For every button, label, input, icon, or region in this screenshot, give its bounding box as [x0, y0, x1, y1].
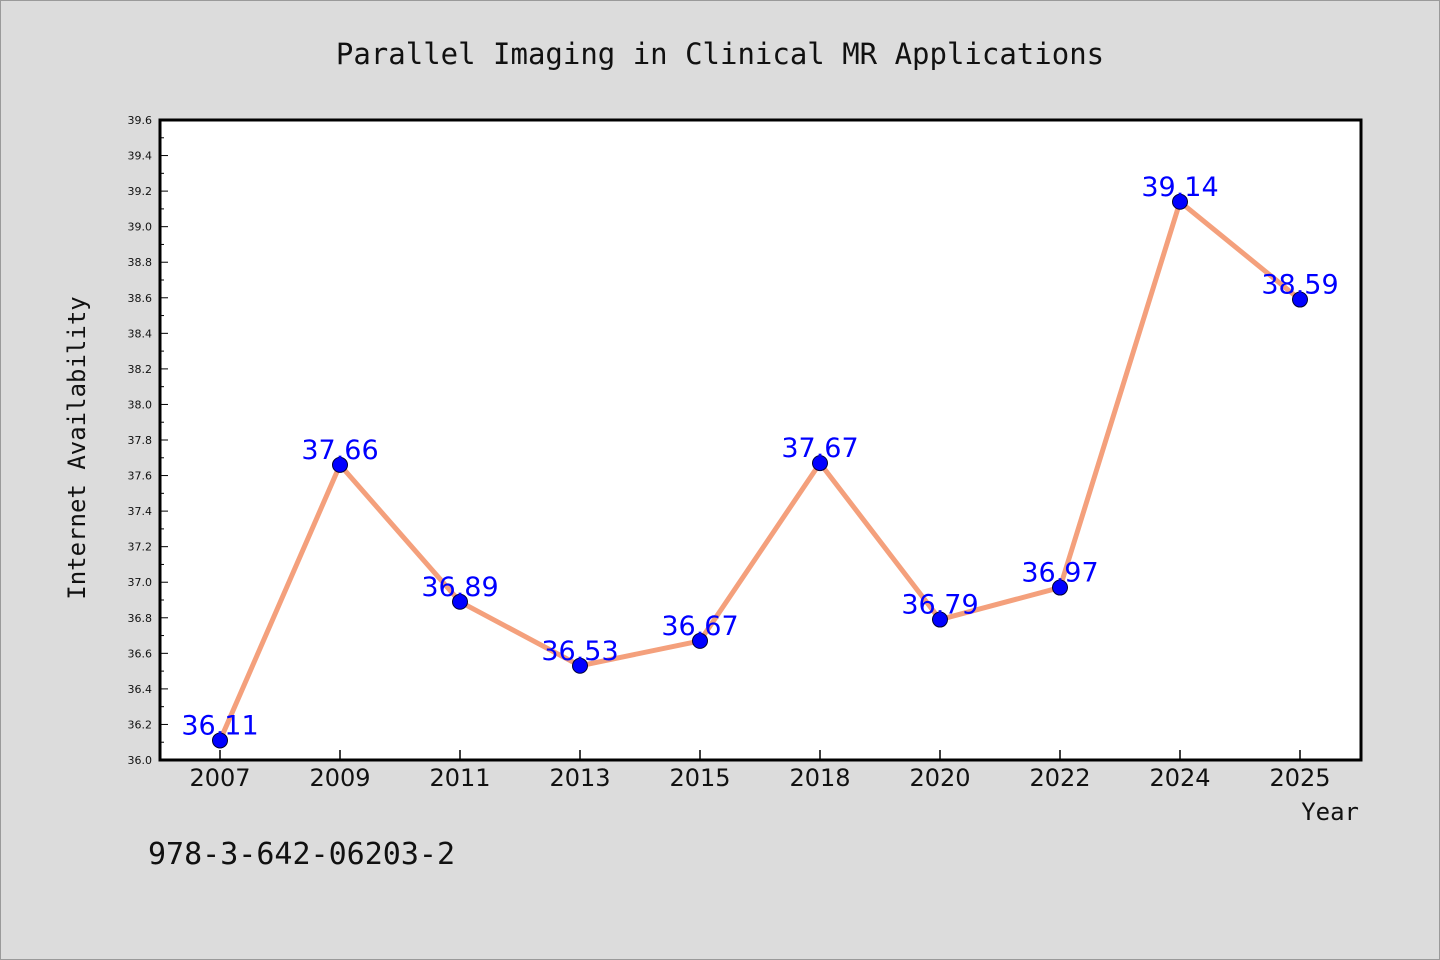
y-tick-label: 39.6 [128, 114, 153, 127]
data-label: 36.79 [901, 590, 978, 621]
x-tick-label: 2009 [309, 764, 370, 792]
y-tick-label: 38.6 [128, 292, 153, 305]
y-tick-label: 38.2 [128, 363, 153, 376]
y-tick-label: 36.6 [128, 647, 153, 660]
data-label: 37.66 [301, 435, 378, 466]
data-label: 36.53 [541, 636, 618, 667]
data-point [212, 732, 228, 749]
x-tick-label: 2020 [909, 764, 970, 792]
footer-code: 978-3-642-06203-2 [148, 837, 455, 872]
data-point [812, 455, 828, 472]
data-label: 36.97 [1021, 558, 1098, 589]
y-tick-label: 36.4 [128, 683, 153, 696]
data-labels: 36.11 37.66 36.89 36.53 36.67 37.67 36.79 36.97… [181, 172, 1338, 742]
x-tick-label: 2022 [1029, 764, 1090, 792]
data-label: 36.11 [181, 710, 258, 741]
y-tick-label: 36.8 [128, 612, 153, 625]
y-tick-label: 37.6 [128, 470, 153, 483]
y-tick-label: 37.8 [128, 434, 153, 447]
x-tick-label: 2007 [189, 764, 250, 792]
y-tick-label: 39.0 [128, 221, 153, 234]
data-label: 36.89 [421, 572, 498, 603]
data-point [452, 593, 468, 610]
x-tick-label: 2011 [429, 764, 490, 792]
x-tick-label: 2025 [1269, 764, 1330, 792]
y-tick-label: 38.8 [128, 256, 153, 269]
data-point [1292, 291, 1308, 308]
y-tick-label: 38.4 [128, 327, 153, 340]
data-label: 39.14 [1141, 172, 1218, 203]
plot-border [158, 118, 1363, 762]
series-line [217, 199, 1302, 742]
data-label: 37.67 [781, 433, 858, 464]
x-axis-label: Year [1301, 798, 1359, 826]
y-tick-label: 37.4 [128, 505, 153, 518]
data-point [1052, 579, 1068, 596]
x-tick-label: 2015 [669, 764, 730, 792]
series-layer [217, 199, 1302, 742]
data-point [932, 611, 948, 628]
y-tick-label: 36.0 [128, 754, 153, 767]
data-label: 38.59 [1261, 270, 1338, 301]
data-point [692, 632, 708, 649]
x-tick-label: 2024 [1149, 764, 1210, 792]
x-axis-ticks: 2007 2009 2011 2013 2015 2018 2020 2022 2024 2025 [189, 750, 1331, 792]
chart-title: Parallel Imaging in Clinical MR Applicat… [336, 37, 1104, 71]
y-tick-label: 37.0 [128, 576, 153, 589]
y-tick-label: 39.2 [128, 185, 153, 198]
data-point [332, 456, 348, 473]
data-point [1172, 193, 1188, 210]
x-tick-label: 2018 [789, 764, 850, 792]
data-points [212, 193, 1308, 749]
y-tick-label: 37.2 [128, 541, 153, 554]
y-tick-label: 38.0 [128, 398, 153, 411]
plot-area [160, 120, 1361, 760]
y-tick-label: 39.4 [128, 150, 153, 163]
x-tick-label: 2013 [549, 764, 610, 792]
y-tick-label: 36.2 [128, 718, 153, 731]
y-axis-label: Internet Availability [63, 296, 91, 599]
data-label: 36.67 [661, 611, 738, 642]
data-point [572, 657, 588, 674]
